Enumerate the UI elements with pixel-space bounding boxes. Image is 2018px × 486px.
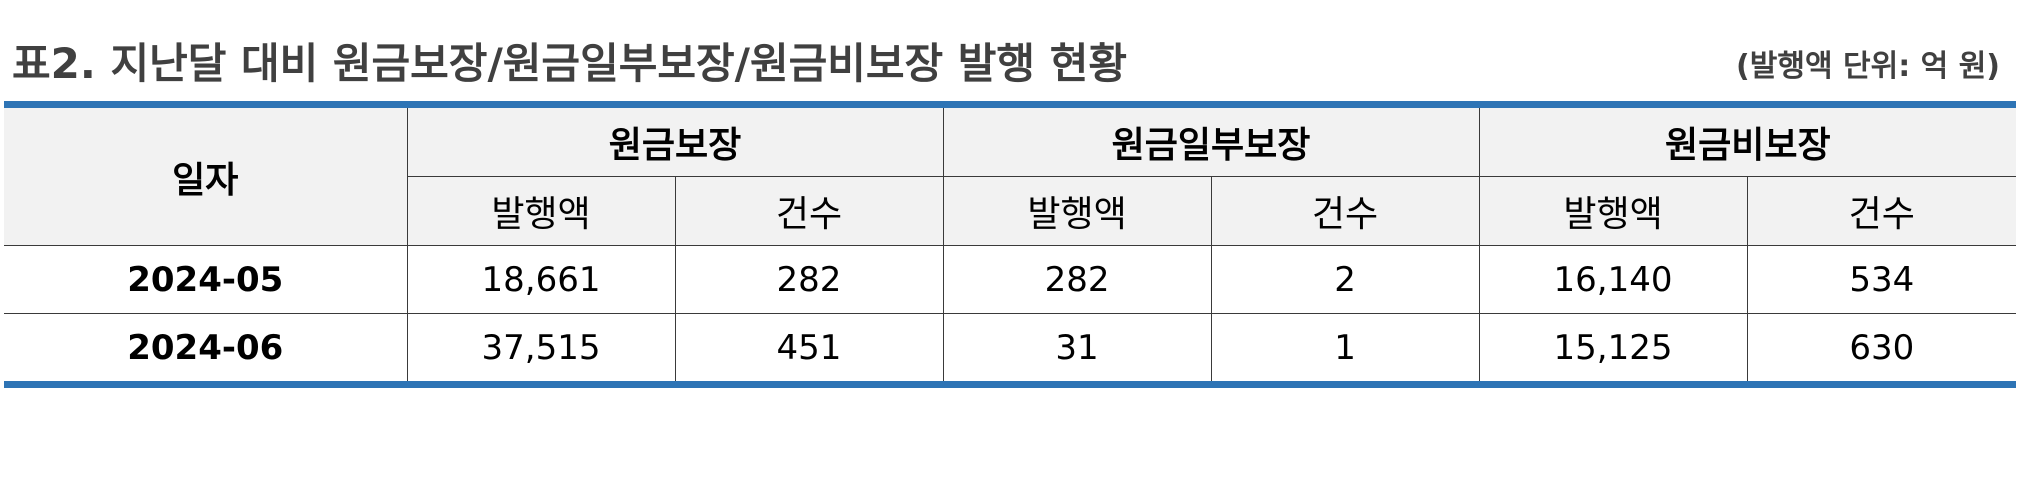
date-cell: 2024-06 xyxy=(4,313,408,385)
table-cell: 534 xyxy=(1746,245,2017,314)
group-header-partially-guaranteed: 원금일부보장 xyxy=(942,104,1480,177)
table-row: 2024-05 18,661 282 282 2 16,140 534 xyxy=(4,245,2017,314)
date-cell: 2024-05 xyxy=(4,245,408,314)
table-row: 2024-06 37,515 451 31 1 15,125 630 xyxy=(4,313,2017,385)
sub-header-count: 건수 xyxy=(674,176,944,246)
table-cell: 37,515 xyxy=(406,313,676,385)
sub-header-amount: 발행액 xyxy=(942,176,1212,246)
group-header-non-guaranteed: 원금비보장 xyxy=(1478,104,2017,177)
date-column-header: 일자 xyxy=(4,104,408,246)
table-cell: 451 xyxy=(674,313,944,385)
table-cell: 15,125 xyxy=(1478,313,1748,385)
sub-header-count: 건수 xyxy=(1210,176,1480,246)
sub-header-amount: 발행액 xyxy=(1478,176,1748,246)
issuance-table: 일자 원금보장 원금일부보장 원금비보장 발행액 건수 발행액 건수 발행액 건… xyxy=(4,101,2017,388)
table-cell: 31 xyxy=(942,313,1212,385)
table-cell: 1 xyxy=(1210,313,1480,385)
sub-header-amount: 발행액 xyxy=(407,176,676,246)
sub-header-count: 건수 xyxy=(1746,176,2017,246)
title-row: 표2. 지난달 대비 원금보장/원금일부보장/원금비보장 발행 현황 (발행액 … xyxy=(12,34,2000,94)
sub-header-row: 발행액 건수 발행액 건수 발행액 건수 xyxy=(4,176,2017,246)
table-cell: 630 xyxy=(1746,313,2017,385)
table-cell: 282 xyxy=(674,245,944,314)
table-cell: 2 xyxy=(1210,245,1480,314)
group-header-row: 일자 원금보장 원금일부보장 원금비보장 xyxy=(4,104,2017,246)
unit-note: (발행액 단위: 억 원) xyxy=(1736,49,2000,84)
table-cell: 18,661 xyxy=(406,245,676,314)
table-cell: 16,140 xyxy=(1478,245,1748,314)
group-header-principal-guaranteed: 원금보장 xyxy=(406,104,944,177)
table-title: 표2. 지난달 대비 원금보장/원금일부보장/원금비보장 발행 현황 xyxy=(12,39,1127,88)
table-cell: 282 xyxy=(942,245,1212,314)
